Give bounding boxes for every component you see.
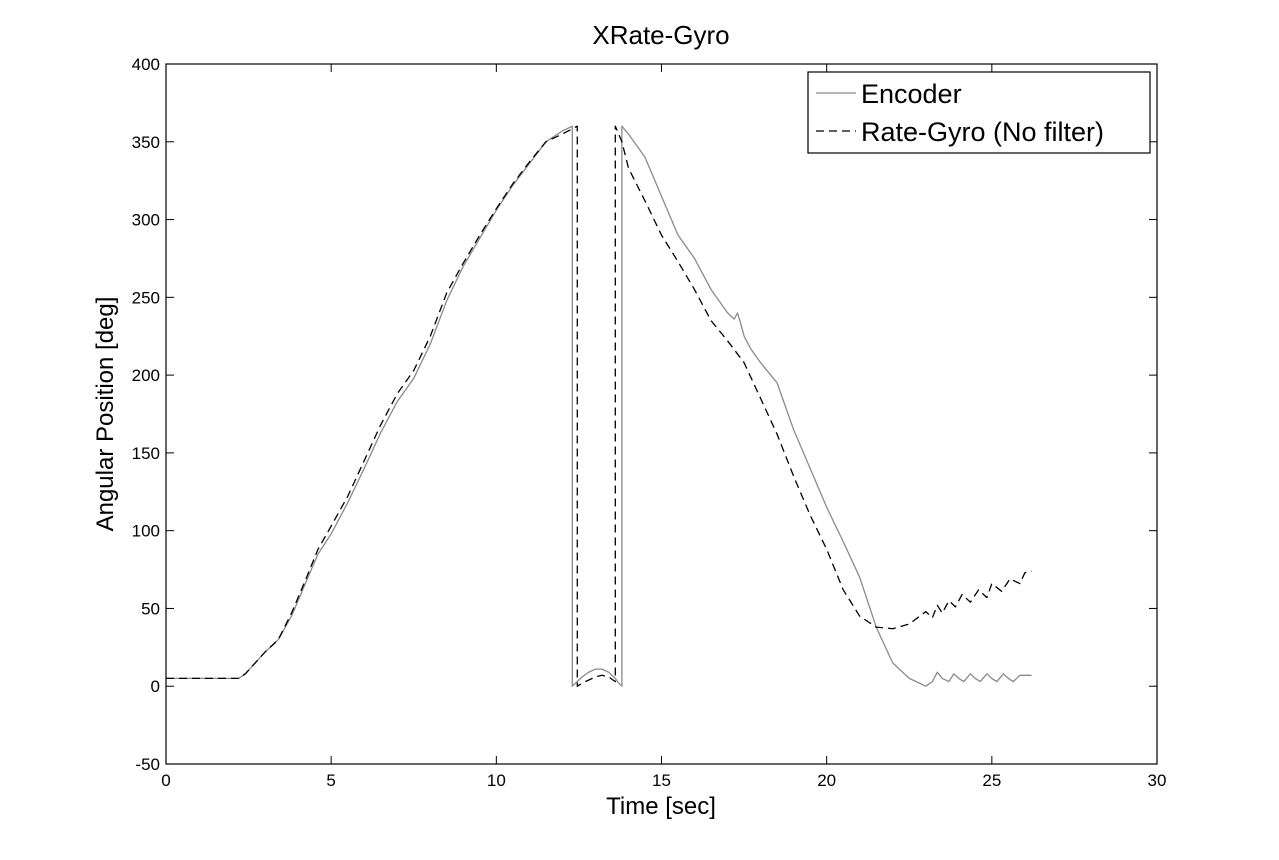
legend-label-rate-gyro: Rate-Gyro (No filter) [861,117,1104,147]
x-tick-label: 20 [817,771,836,790]
y-tick-label: 400 [132,55,160,74]
y-tick-label: 50 [141,599,160,618]
series-layer [166,125,1032,687]
legend-label-encoder: Encoder [861,79,962,109]
series-line-1 [166,125,1032,687]
y-tick-label: 150 [132,444,160,463]
x-tick-label: 10 [487,771,506,790]
series-line-0 [166,125,1032,687]
y-tick-label: 350 [132,133,160,152]
y-tick-label: 250 [132,288,160,307]
x-tick-label: 5 [326,771,335,790]
x-axis-label: Time [sec] [606,793,716,820]
y-axis-label: Angular Position [deg] [92,297,119,532]
y-tick-label: 300 [132,211,160,230]
x-tick-label: 25 [982,771,1001,790]
x-tick-label: 30 [1148,771,1167,790]
y-tick-label: 200 [132,366,160,385]
y-tick-label: 0 [151,677,160,696]
x-tick-label: 0 [161,771,170,790]
y-tick-label: 100 [132,522,160,541]
y-tick-label: -50 [135,755,160,774]
x-tick-label: 15 [652,771,671,790]
chart-title: XRate-Gyro [592,20,729,50]
legend: Encoder Rate-Gyro (No filter) [807,71,1151,154]
legend-box [807,71,1151,154]
